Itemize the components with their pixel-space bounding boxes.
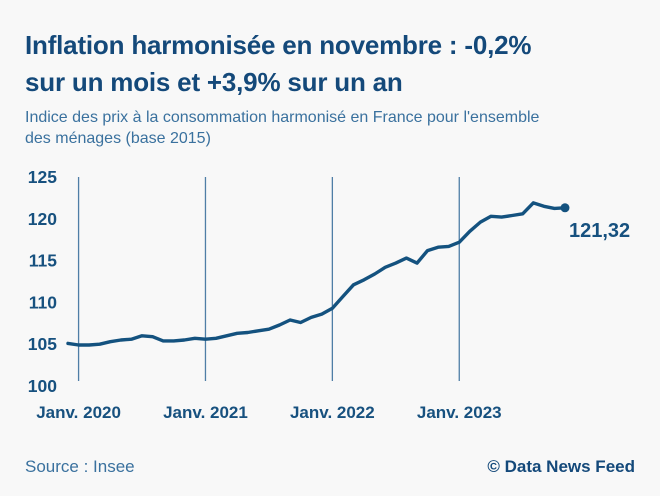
y-tick-label-110: 110 (29, 292, 57, 312)
series-line (66, 201, 567, 347)
credit-text: © Data News Feed (487, 457, 635, 476)
x-tick-label-Janv. 2021: Janv. 2021 (163, 403, 248, 422)
footer: Source : Insee © Data News Feed (25, 457, 635, 477)
end-point-dot (560, 203, 570, 213)
y-tick-label-120: 120 (28, 209, 57, 229)
x-tick-label-Janv. 2022: Janv. 2022 (290, 403, 375, 422)
y-tick-label-105: 105 (28, 334, 57, 354)
end-value-label: 121,32 (569, 220, 630, 242)
x-tick-label-Janv. 2023: Janv. 2023 (417, 403, 502, 422)
page-title: Inflation harmonisée en novembre : -0,2%… (25, 30, 532, 97)
y-tick-label-115: 115 (29, 251, 57, 271)
line-chart: 100 105 110 115 120 125 Janv. 2020 Janv. 2021 Ja… (28, 167, 630, 422)
x-tick-label-Janv. 2020: Janv. 2020 (36, 403, 121, 422)
y-tick-label-100: 100 (28, 376, 57, 396)
source-text: Source : Insee (25, 457, 135, 476)
y-tick-label-125: 125 (28, 167, 57, 187)
page-subtitle: Indice des prix à la consommation harmon… (25, 109, 540, 147)
